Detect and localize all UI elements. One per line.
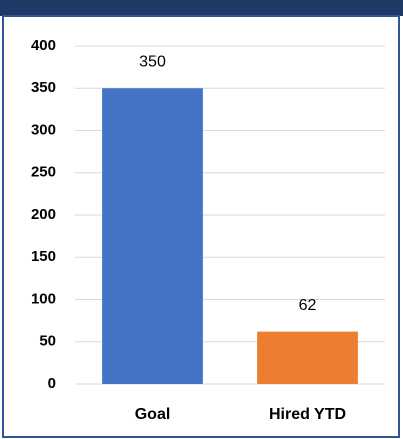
data-label: 62 xyxy=(299,297,317,314)
x-tick-label: Hired YTD xyxy=(269,406,346,423)
y-tick-label: 400 xyxy=(31,37,56,54)
bar xyxy=(102,88,203,384)
data-label: 350 xyxy=(139,53,166,70)
header-strip xyxy=(0,0,403,16)
y-tick-label: 350 xyxy=(31,79,56,96)
y-tick-label: 0 xyxy=(48,375,56,392)
x-tick-label: Goal xyxy=(135,406,171,423)
bar xyxy=(257,331,358,384)
y-tick-label: 250 xyxy=(31,164,56,181)
y-tick-label: 50 xyxy=(39,333,56,350)
y-tick-label: 200 xyxy=(31,206,56,223)
y-tick-label: 100 xyxy=(31,290,56,307)
y-tick-label: 150 xyxy=(31,248,56,265)
y-tick-label: 300 xyxy=(31,121,56,138)
